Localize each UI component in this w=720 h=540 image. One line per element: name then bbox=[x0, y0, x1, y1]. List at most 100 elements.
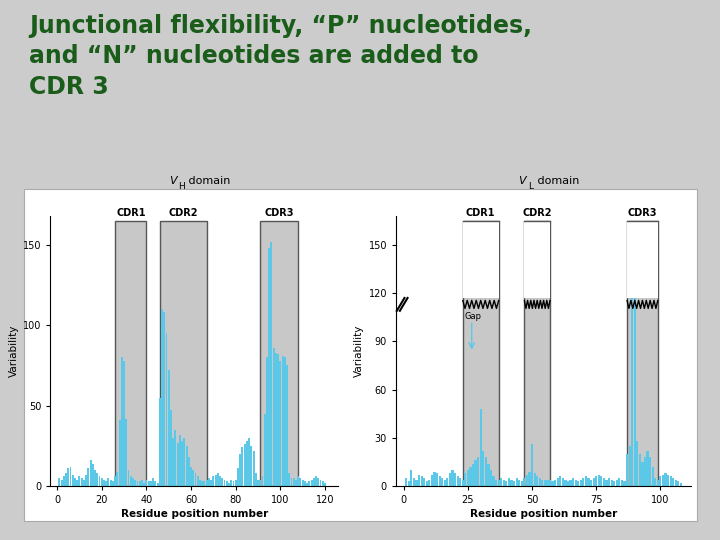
Bar bbox=[121, 357, 123, 486]
Bar bbox=[526, 475, 528, 486]
Text: CDR1: CDR1 bbox=[116, 208, 145, 218]
Text: CDR2: CDR2 bbox=[168, 208, 198, 218]
Bar bbox=[239, 454, 241, 486]
Bar bbox=[463, 221, 499, 298]
Bar bbox=[552, 481, 554, 486]
Bar bbox=[85, 475, 87, 486]
Text: Gap: Gap bbox=[464, 313, 481, 321]
Bar bbox=[546, 480, 549, 486]
Bar bbox=[264, 414, 266, 486]
Bar bbox=[141, 480, 143, 486]
Bar bbox=[92, 463, 94, 486]
Bar bbox=[608, 478, 610, 486]
Text: Junctional flexibility, “P” nucleotides,
and “N” nucleotides are added to
CDR 3: Junctional flexibility, “P” nucleotides,… bbox=[29, 14, 532, 99]
Bar bbox=[549, 480, 551, 486]
Bar bbox=[184, 438, 185, 486]
Bar bbox=[554, 480, 557, 486]
Bar bbox=[464, 473, 467, 486]
Bar bbox=[559, 476, 562, 486]
Bar bbox=[649, 457, 651, 486]
Bar bbox=[570, 480, 572, 486]
Bar bbox=[206, 480, 207, 486]
Bar bbox=[230, 480, 232, 486]
X-axis label: Residue position number: Residue position number bbox=[121, 509, 268, 519]
Bar bbox=[143, 483, 145, 486]
Bar bbox=[132, 478, 134, 486]
Bar bbox=[487, 463, 490, 486]
Bar bbox=[119, 420, 120, 486]
Bar bbox=[74, 478, 76, 486]
Bar bbox=[631, 269, 634, 486]
Bar bbox=[624, 481, 626, 486]
Bar bbox=[188, 457, 190, 486]
Bar bbox=[135, 480, 136, 486]
Bar bbox=[670, 476, 672, 486]
Bar bbox=[408, 481, 410, 486]
Bar bbox=[152, 478, 154, 486]
Bar bbox=[665, 473, 667, 486]
Bar bbox=[145, 480, 148, 486]
Bar bbox=[505, 481, 508, 486]
Bar bbox=[117, 471, 118, 486]
Bar bbox=[197, 476, 199, 486]
Y-axis label: Variability: Variability bbox=[9, 325, 19, 377]
Bar bbox=[260, 221, 298, 486]
Bar bbox=[600, 476, 603, 486]
Bar bbox=[322, 481, 324, 486]
Bar bbox=[634, 261, 636, 486]
Bar bbox=[215, 475, 217, 486]
Bar bbox=[598, 475, 600, 486]
Bar bbox=[253, 451, 254, 486]
Bar bbox=[446, 478, 449, 486]
Bar bbox=[103, 480, 105, 486]
Bar bbox=[593, 478, 595, 486]
Bar bbox=[246, 441, 248, 486]
Bar bbox=[433, 471, 436, 486]
Bar bbox=[467, 470, 469, 486]
Bar bbox=[318, 478, 319, 486]
Bar bbox=[313, 478, 315, 486]
Bar bbox=[500, 478, 503, 486]
Bar bbox=[454, 473, 456, 486]
Bar bbox=[78, 476, 81, 486]
Bar bbox=[324, 483, 326, 486]
Bar bbox=[58, 478, 60, 486]
Bar bbox=[163, 313, 165, 486]
Text: domain: domain bbox=[534, 176, 580, 186]
Bar bbox=[629, 446, 631, 486]
Bar bbox=[636, 441, 639, 486]
Bar bbox=[536, 476, 539, 486]
Bar bbox=[302, 480, 304, 486]
Bar bbox=[154, 481, 156, 486]
Bar bbox=[413, 478, 415, 486]
Bar bbox=[680, 483, 682, 486]
Bar bbox=[539, 478, 541, 486]
Bar bbox=[114, 476, 116, 486]
Bar bbox=[541, 480, 544, 486]
Bar bbox=[456, 476, 459, 486]
Bar bbox=[279, 361, 282, 486]
Text: V: V bbox=[168, 176, 176, 186]
Bar bbox=[248, 438, 250, 486]
Bar bbox=[503, 480, 505, 486]
Bar bbox=[418, 475, 420, 486]
Bar bbox=[572, 478, 575, 486]
Bar bbox=[534, 473, 536, 486]
Bar bbox=[611, 480, 613, 486]
Bar bbox=[284, 357, 286, 486]
Bar bbox=[190, 467, 192, 486]
Bar bbox=[168, 370, 170, 486]
Bar bbox=[606, 480, 608, 486]
Bar bbox=[87, 468, 89, 486]
Bar bbox=[482, 451, 485, 486]
Bar bbox=[125, 418, 127, 486]
Text: H: H bbox=[179, 181, 185, 191]
Bar bbox=[449, 473, 451, 486]
Bar bbox=[112, 481, 114, 486]
Bar bbox=[595, 476, 598, 486]
Bar bbox=[105, 481, 107, 486]
Bar bbox=[255, 473, 257, 486]
Bar bbox=[513, 481, 516, 486]
Bar bbox=[477, 457, 480, 486]
Bar bbox=[508, 478, 510, 486]
